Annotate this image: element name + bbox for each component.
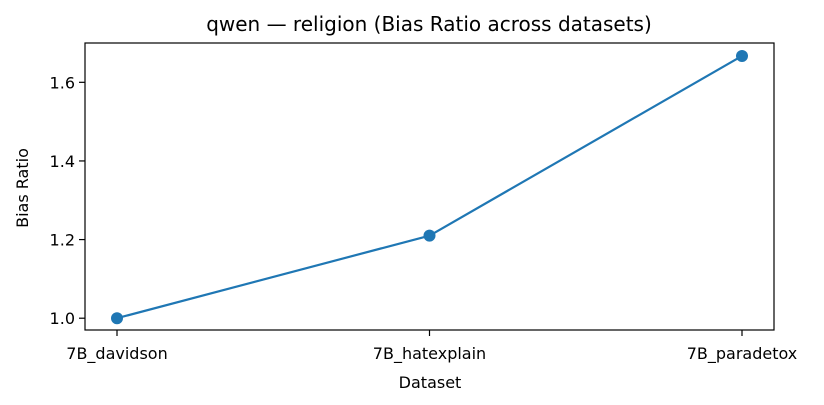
plot-area-frame (84, 42, 775, 331)
data-point (736, 49, 748, 62)
y-axis-label: Bias Ratio (13, 148, 32, 228)
y-tick-label: 1.4 (50, 152, 75, 171)
x-axis: 7B_davidson 7B_hatexplain 7B_paradetox (66, 330, 797, 364)
x-tick-label: 7B_davidson (66, 344, 167, 364)
y-tick-label: 1.2 (50, 231, 75, 250)
y-axis: 1.0 1.2 1.4 1.6 (50, 73, 85, 328)
series-markers (111, 49, 748, 325)
x-tick-label: 7B_hatexplain (373, 344, 486, 364)
data-point (423, 229, 436, 242)
x-tick-label: 7B_paradetox (687, 344, 798, 364)
y-tick-label: 1.6 (50, 73, 75, 92)
y-tick-label: 1.0 (50, 309, 75, 328)
x-axis-label: Dataset (399, 373, 462, 392)
chart-title: qwen — religion (Bias Ratio across datas… (206, 12, 652, 36)
data-point (111, 312, 123, 325)
